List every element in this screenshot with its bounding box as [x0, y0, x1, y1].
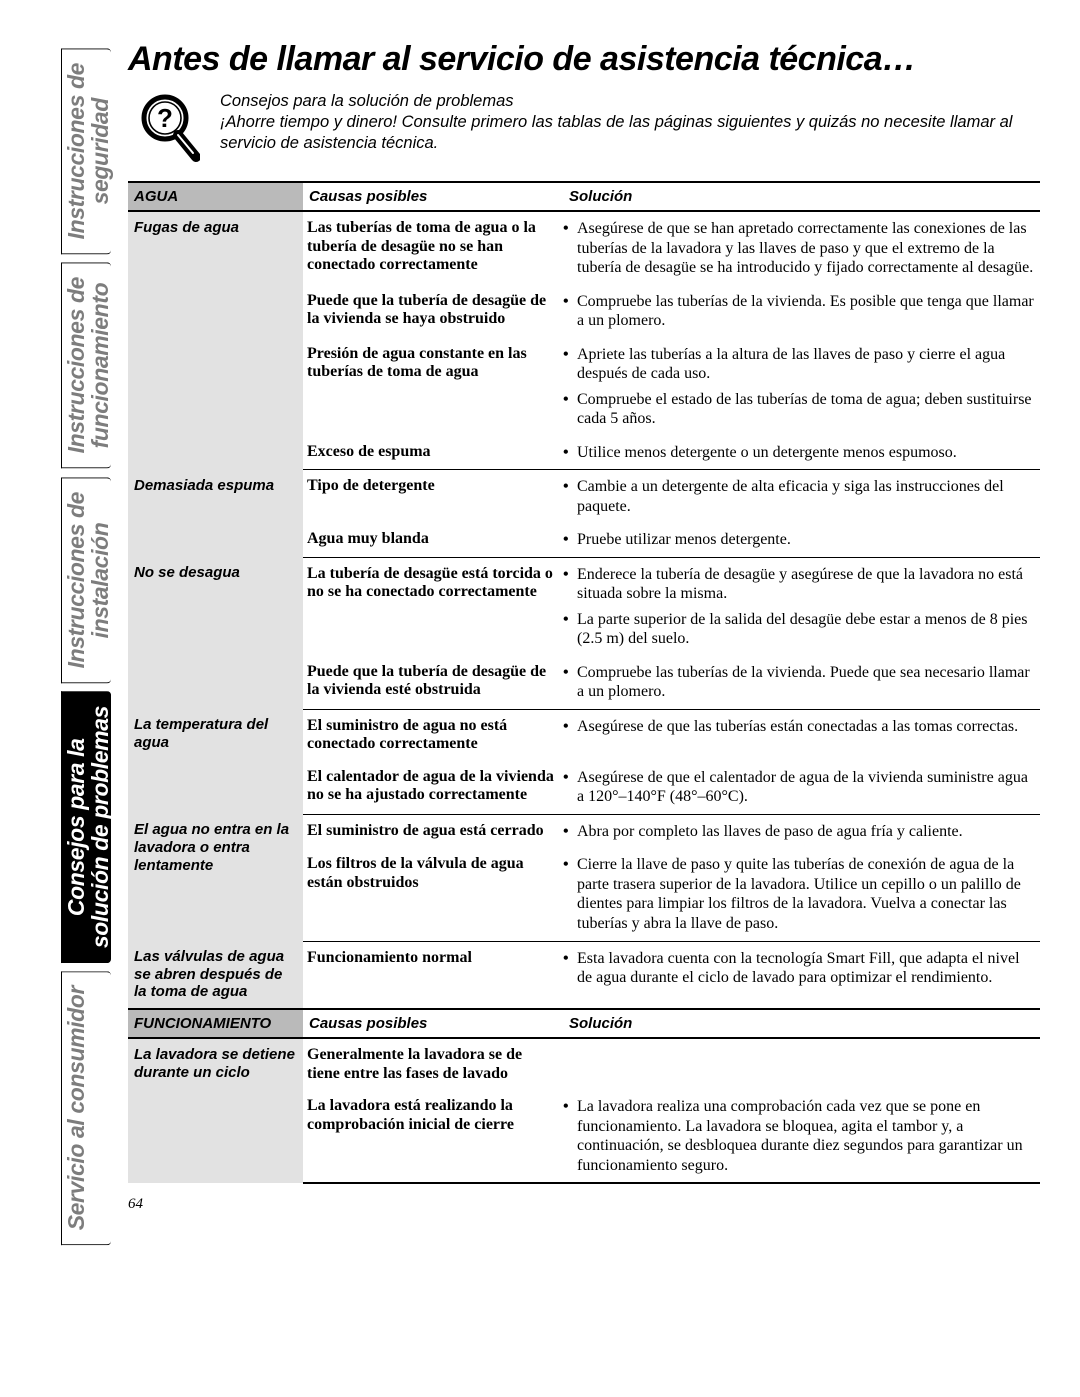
- intro-text: Consejos para la solución de problemas ¡…: [220, 91, 1040, 154]
- sidebar-tab[interactable]: Consejos para lasolución de problemas: [61, 691, 111, 963]
- causes-header: Causas posibles: [303, 1009, 563, 1038]
- cause-cell: La lavadora está realizando la comprobac…: [303, 1090, 563, 1183]
- cause-cell: El calentador de agua de la vivienda no …: [303, 761, 563, 815]
- solution-cell: •Apriete las tuberías a la altura de las…: [563, 338, 1040, 436]
- solution-cell: •Pruebe utilizar menos detergente.: [563, 523, 1040, 557]
- solution-cell: •Cambie a un detergente de alta eficacia…: [563, 470, 1040, 524]
- problem-cell: Las válvulas de agua se abren después de…: [128, 941, 303, 1009]
- section-header: FUNCIONAMIENTO: [128, 1009, 303, 1038]
- solution-cell: •Compruebe las tuberías de la vivienda. …: [563, 285, 1040, 338]
- problem-cell: La temperatura del agua: [128, 709, 303, 814]
- solution-cell: •Asegúrese de que se han apretado correc…: [563, 211, 1040, 285]
- solution-cell: •Compruebe las tuberías de la vivienda. …: [563, 656, 1040, 710]
- magnifier-question-icon: ?: [138, 91, 200, 163]
- sidebar-tab[interactable]: Instrucciones deinstalación: [61, 477, 111, 683]
- causes-header: Causas posibles: [303, 182, 563, 211]
- problem-cell: No se desagua: [128, 557, 303, 709]
- troubleshooting-table: AGUACausas posiblesSoluciónFugas de agua…: [128, 181, 1040, 1184]
- sidebar-tabs: Servicio al consumidor Consejos para laso…: [61, 48, 111, 1348]
- cause-cell: El suministro de agua no está conectado …: [303, 709, 563, 761]
- page-number: 64: [128, 1196, 1040, 1213]
- cause-cell: Presión de agua constante en las tubería…: [303, 338, 563, 436]
- solutions-header: Solución: [563, 182, 1040, 211]
- intro-line2: ¡Ahorre tiempo y dinero! Consulte primer…: [220, 112, 1040, 154]
- problem-cell: El agua no entra en la lavadora o entra …: [128, 814, 303, 941]
- problem-cell: Fugas de agua: [128, 211, 303, 470]
- cause-cell: Puede que la tubería de desagüe de la vi…: [303, 285, 563, 338]
- cause-cell: Funcionamiento normal: [303, 941, 563, 1009]
- sidebar-tab[interactable]: Instrucciones defuncionamiento: [61, 262, 111, 468]
- solution-cell: •Utilice menos detergente o un detergent…: [563, 436, 1040, 470]
- cause-cell: Generalmente la lavadora se de tiene ent…: [303, 1038, 563, 1090]
- solution-cell: •Esta lavadora cuenta con la tecnología …: [563, 941, 1040, 1009]
- cause-cell: Puede que la tubería de desagüe de la vi…: [303, 656, 563, 710]
- cause-cell: Exceso de espuma: [303, 436, 563, 470]
- solution-cell: •Enderece la tubería de desagüe y asegúr…: [563, 557, 1040, 656]
- cause-cell: La tubería de desagüe está torcida o no …: [303, 557, 563, 656]
- solution-cell: •Asegúrese de que las tuberías están con…: [563, 709, 1040, 761]
- cause-cell: Tipo de detergente: [303, 470, 563, 524]
- intro-block: ? Consejos para la solución de problemas…: [138, 91, 1040, 163]
- cause-cell: Las tuberías de toma de agua o la tuberí…: [303, 211, 563, 285]
- solution-cell: •Abra por completo las llaves de paso de…: [563, 814, 1040, 848]
- solution-cell: [563, 1038, 1040, 1090]
- cause-cell: El suministro de agua está cerrado: [303, 814, 563, 848]
- solution-cell: •Cierre la llave de paso y quite las tub…: [563, 848, 1040, 941]
- intro-line1: Consejos para la solución de problemas: [220, 91, 1040, 112]
- page-title: Antes de llamar al servicio de asistenci…: [128, 40, 1040, 79]
- svg-text:?: ?: [157, 103, 173, 133]
- sidebar-tab[interactable]: Instrucciones deseguridad: [61, 48, 111, 254]
- problem-cell: Demasiada espuma: [128, 470, 303, 558]
- cause-cell: Los filtros de la válvula de agua están …: [303, 848, 563, 941]
- cause-cell: Agua muy blanda: [303, 523, 563, 557]
- section-header: AGUA: [128, 182, 303, 211]
- sidebar-tab[interactable]: Servicio al consumidor: [61, 971, 111, 1245]
- solution-cell: •La lavadora realiza una comprobación ca…: [563, 1090, 1040, 1183]
- solution-cell: •Asegúrese de que el calentador de agua …: [563, 761, 1040, 815]
- solutions-header: Solución: [563, 1009, 1040, 1038]
- problem-cell: La lavadora se detiene durante un ciclo: [128, 1038, 303, 1183]
